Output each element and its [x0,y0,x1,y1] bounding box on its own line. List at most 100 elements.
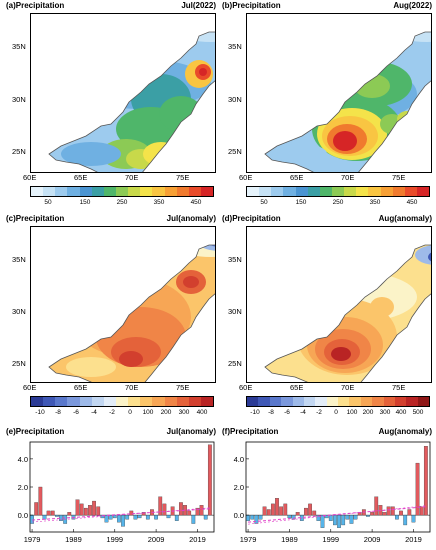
colorbar-swatch [188,187,201,196]
bar [137,514,142,519]
anomaly-colorbar-labels: -10 -8 -6 -4 -2 0 100 200 300 400 [35,409,208,416]
colorbar-swatch [31,187,44,196]
lon-label: 60E [23,383,37,392]
panel-b: (b)Precipitation Aug(2022) 35N 30N 25N [222,1,432,212]
panel-b-title: (b)Precipitation [222,1,281,10]
pakistan-map-jul [48,31,215,172]
bar [399,510,403,516]
panel-f-period: Aug(anomaly) [378,427,432,436]
bar [316,514,321,521]
bar [386,506,391,516]
lon-label: 60E [239,173,253,182]
colorbar-swatch [67,187,80,196]
lat-label: 35N [12,42,26,51]
bar [125,514,130,520]
bar [34,502,39,516]
panel-e: (e)Precipitation Jul(anomaly) 4.0 2.0 0.0 1… [6,427,216,548]
x-tick-label: 1989 [281,535,298,544]
bar-chart-aug-anomaly: 4.0 2.0 0.0 1979 1989 1999 2009 2019 [234,441,431,544]
bar [166,514,171,519]
bar [104,514,109,523]
bar [92,500,96,516]
x-tick-label: 1979 [240,535,257,544]
lat-label: 25N [228,359,242,368]
colorbar-swatch [307,187,320,196]
bar [270,503,275,516]
bar [133,514,138,520]
colorbar-swatch [417,397,429,406]
bar [195,507,200,516]
bar [382,512,387,516]
panel-c-title: (c)Precipitation [6,214,65,223]
bar [341,514,346,526]
panel-d: (d)Precipitation Aug(anomaly) 35N 30N 25… [222,214,432,420]
bar [411,514,416,523]
colorbar-swatch [295,187,308,196]
bar [250,514,255,520]
bar [287,514,292,519]
bar [415,462,420,516]
bar [46,510,51,516]
lat-label: 35N [228,42,242,51]
colorbar-swatch [79,187,92,196]
colorbar-swatch [43,397,56,406]
lon-label: 70E [341,383,355,392]
colorbar-swatch [103,187,116,196]
pakistan-anomaly-map-aug [264,244,431,382]
lon-label: 75E [392,173,406,182]
pakistan-anomaly-map-jul [48,244,215,382]
x-tick-label: 1979 [24,535,41,544]
bar [254,514,259,524]
colorbar-swatch [67,397,80,406]
lat-label: 30N [12,95,26,104]
y-tick-label: 4.0 [18,455,28,464]
colorbar-swatch [269,397,282,406]
bar [283,503,288,516]
lon-label: 65E [74,383,88,392]
colorbar-swatch [271,187,284,196]
bar [50,510,55,516]
panel-f: (f)Precipitation Aug(anomaly) 4.0 2.0 0.0 1… [222,427,432,548]
bar [96,506,101,516]
bar [174,514,179,521]
trend-line [248,505,426,525]
x-tick-label: 1999 [322,535,339,544]
lon-label: 65E [74,173,88,182]
bar [370,512,374,516]
colorbar-swatch [281,397,293,406]
panel-a-title: (a)Precipitation [6,1,65,10]
lat-label: 25N [12,359,26,368]
bar [158,496,163,516]
bar [312,510,317,516]
bar [79,503,84,516]
colorbar-swatch [349,397,361,406]
colorbar-swatch [303,397,316,406]
bar [324,514,329,519]
colorbar-swatch [406,397,418,406]
colorbar-swatch [103,397,116,406]
bar [75,499,80,516]
bar [407,509,412,516]
bar [337,514,341,528]
colorbar-swatch [176,397,189,406]
bar [108,514,113,520]
bar [129,510,134,516]
bar [308,503,312,516]
bar [38,486,43,516]
bar [390,506,395,516]
precip-colorbar-labels: 50 150 250 350 450 [44,199,202,206]
colorbar-swatch [344,187,357,196]
colorbar-swatch [416,187,430,196]
colorbar-swatch [394,397,407,406]
colorbar-swatch [372,397,384,406]
anomaly-colorbar [246,396,430,407]
x-tick-label: 2019 [405,535,422,544]
bar [67,512,72,516]
colorbar-swatch [283,187,296,196]
bar-chart-jul-anomaly: 4.0 2.0 0.0 1979 1989 1999 2009 2019 [18,441,215,544]
colorbar-swatch [315,397,327,406]
lat-label: 30N [228,95,242,104]
colorbar-swatch [360,397,373,406]
colorbar-swatch [55,187,68,196]
colorbar-swatch [140,187,153,196]
